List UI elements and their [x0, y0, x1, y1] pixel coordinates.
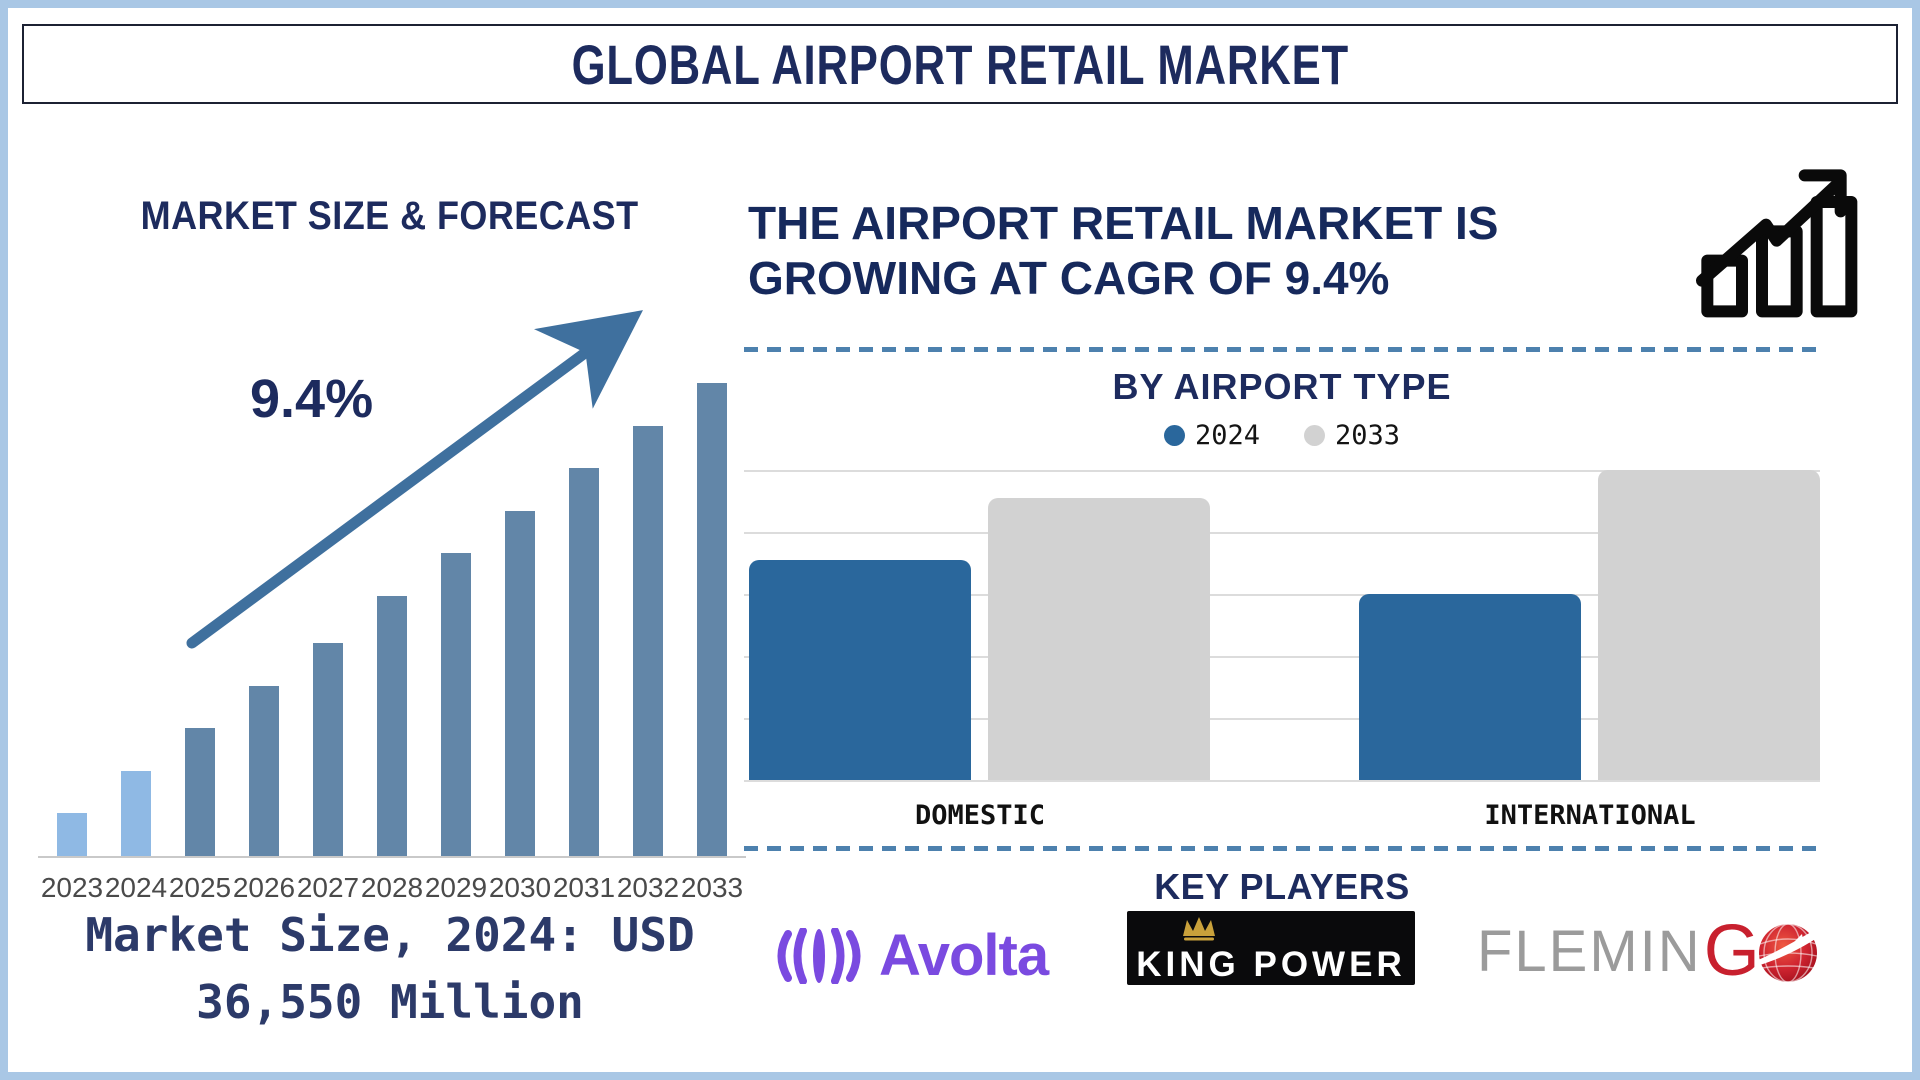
forecast-bar-2033: [697, 383, 727, 856]
forecast-year-label-2029: 2029: [424, 872, 488, 903]
legend-dot-2033: [1304, 425, 1325, 446]
forecast-bar-2023: [57, 813, 87, 856]
globe-bird-icon: [1757, 923, 1820, 983]
avolta-wordmark: Avolta: [879, 923, 1049, 988]
cagr-value-label: 9.4%: [250, 369, 374, 429]
forecast-year-axis: 2023 2024 2025 2026 2027 2028 2029 2030 2031 2032…: [40, 872, 744, 904]
airport-bar-domestic-2024: [749, 560, 971, 780]
avolta-globe-icon: [777, 927, 861, 984]
legend-label-2024: 2024: [1194, 420, 1260, 451]
forecast-year-label-2032: 2032: [616, 872, 680, 903]
legend-dot-2024: [1163, 425, 1185, 446]
forecast-year-label-2026: 2026: [232, 872, 296, 903]
forecast-year-label-2024: 2024: [104, 872, 168, 903]
by-airport-type-heading: BY AIRPORT TYPE: [1112, 366, 1452, 407]
forecast-year-label-2023: 2023: [40, 872, 104, 903]
forecast-bar-2028: [377, 596, 407, 856]
page-title: GLOBAL AIRPORT RETAIL MARKET: [571, 32, 1349, 96]
crown-icon: [1183, 917, 1215, 941]
plot-gridline: [744, 718, 1820, 720]
category-label-domestic: DOMESTIC: [914, 800, 1046, 831]
forecast-year-label-2027: 2027: [296, 872, 360, 903]
headline-line1: THE AIRPORT RETAIL MARKET IS: [748, 197, 1499, 249]
market-size-caption-line1: Market Size, 2024: USD: [85, 908, 695, 962]
forecast-bar-2030: [505, 511, 535, 856]
forecast-bar-2024: [121, 771, 151, 856]
airport-type-plot: [744, 470, 1820, 782]
headline-line2: GROWING AT CAGR OF 9.4%: [748, 252, 1390, 304]
key-players-heading: KEY PLAYERS: [1154, 866, 1410, 907]
forecast-bar-2025: [185, 728, 215, 856]
airport-type-legend: 2024 2033: [744, 420, 1820, 451]
flemingo-wordmark-gray: FLEMIN: [1477, 919, 1702, 984]
legend-item-2024: 2024: [1163, 420, 1260, 451]
forecast-bar-2029: [441, 553, 471, 856]
title-box: GLOBAL AIRPORT RETAIL MARKET: [22, 24, 1898, 104]
flemingo-wordmark-red: G: [1703, 911, 1760, 991]
forecast-year-label-2028: 2028: [360, 872, 424, 903]
forecast-year-label-2031: 2031: [552, 872, 616, 903]
market-size-caption: Market Size, 2024: USD 36,550 Million: [30, 902, 750, 1036]
category-label-international: INTERNATIONAL: [1484, 800, 1696, 831]
forecast-bar-series: [57, 383, 727, 856]
forecast-year-label-2030: 2030: [488, 872, 552, 903]
forecast-bar-2027: [313, 643, 343, 856]
forecast-section-heading: MARKET SIZE & FORECAST: [141, 194, 639, 238]
airport-bar-international-2024: [1359, 594, 1581, 780]
airport-bar-international-2033: [1598, 470, 1820, 780]
king-power-wordmark: KING POWER: [1136, 945, 1406, 984]
dashed-separator-bottom: [744, 846, 1820, 851]
forecast-bar-2026: [249, 686, 279, 856]
plot-gridline: [744, 594, 1820, 596]
plot-gridline: [744, 532, 1820, 534]
forecast-bar-2032: [633, 426, 663, 856]
forecast-year-label-2033: 2033: [680, 872, 744, 903]
forecast-year-label-2025: 2025: [168, 872, 232, 903]
logo-avolta: Avolta: [773, 922, 1049, 989]
logo-flemingo: FLEMIN G: [1477, 911, 1820, 991]
plot-gridline: [744, 656, 1820, 658]
forecast-x-axis-line: [38, 856, 746, 858]
logo-king-power: KING POWER: [1127, 911, 1415, 985]
growth-bars-arrow-icon: [1696, 169, 1858, 318]
plot-gridline: [744, 780, 1820, 782]
legend-item-2033: 2033: [1304, 420, 1400, 451]
dashed-separator-top: [744, 347, 1820, 352]
legend-label-2033: 2033: [1335, 420, 1401, 451]
cagr-trend-arrow-icon: [186, 310, 643, 649]
forecast-bar-2031: [569, 468, 599, 856]
plot-gridline: [744, 470, 1820, 472]
airport-bar-domestic-2033: [988, 498, 1210, 780]
market-size-caption-line2: 36,550 Million: [196, 975, 584, 1029]
market-growth-headline: THE AIRPORT RETAIL MARKET IS GROWING AT …: [748, 196, 1648, 306]
